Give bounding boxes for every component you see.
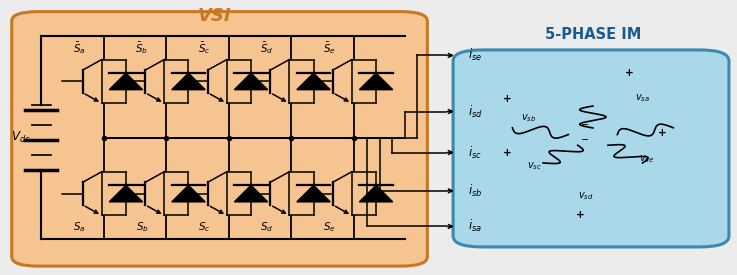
Text: $v_{sa}$: $v_{sa}$ xyxy=(635,92,649,104)
Text: $i_{sb}$: $i_{sb}$ xyxy=(468,183,482,199)
Text: $\bar{S}_{b}$: $\bar{S}_{b}$ xyxy=(136,40,148,56)
Text: $S_d$: $S_d$ xyxy=(260,220,273,233)
Polygon shape xyxy=(172,73,205,90)
Text: $S_e$: $S_e$ xyxy=(323,220,336,233)
Polygon shape xyxy=(172,185,205,202)
Text: $\bar{S}_{a}$: $\bar{S}_{a}$ xyxy=(73,40,85,56)
Text: $\bar{S}_{c}$: $\bar{S}_{c}$ xyxy=(198,40,211,56)
Text: $V_{dc}$: $V_{dc}$ xyxy=(12,130,31,145)
Text: VSI: VSI xyxy=(198,7,231,25)
Text: +: + xyxy=(503,148,511,158)
Text: +: + xyxy=(503,94,511,104)
Text: +: + xyxy=(576,210,584,221)
Text: −: − xyxy=(581,120,590,130)
Text: +: + xyxy=(658,128,667,138)
Text: $\bar{S}_{e}$: $\bar{S}_{e}$ xyxy=(323,40,336,56)
FancyBboxPatch shape xyxy=(12,12,427,266)
Text: $v_{sc}$: $v_{sc}$ xyxy=(527,160,542,172)
Text: $v_{sb}$: $v_{sb}$ xyxy=(521,112,537,124)
Polygon shape xyxy=(360,185,393,202)
Text: 5-PHASE IM: 5-PHASE IM xyxy=(545,28,641,42)
Polygon shape xyxy=(360,73,393,90)
Text: $i_{sd}$: $i_{sd}$ xyxy=(468,103,483,120)
Text: −: − xyxy=(581,135,590,145)
Polygon shape xyxy=(109,185,143,202)
FancyBboxPatch shape xyxy=(453,50,729,247)
Text: $S_c$: $S_c$ xyxy=(198,220,211,233)
Text: $\bar{S}_{d}$: $\bar{S}_{d}$ xyxy=(260,40,273,56)
Text: $v_{sd}$: $v_{sd}$ xyxy=(578,190,593,202)
Text: $i_{sa}$: $i_{sa}$ xyxy=(468,218,482,235)
Text: $v_{se}$: $v_{se}$ xyxy=(639,153,654,165)
Polygon shape xyxy=(234,73,268,90)
Text: $S_b$: $S_b$ xyxy=(136,220,148,233)
Polygon shape xyxy=(109,73,143,90)
Text: $S_a$: $S_a$ xyxy=(73,220,85,233)
Text: $i_{sc}$: $i_{sc}$ xyxy=(468,144,482,161)
Text: +: + xyxy=(624,68,633,78)
Polygon shape xyxy=(297,185,330,202)
Polygon shape xyxy=(297,73,330,90)
Text: $i_{se}$: $i_{se}$ xyxy=(468,47,482,64)
Polygon shape xyxy=(234,185,268,202)
